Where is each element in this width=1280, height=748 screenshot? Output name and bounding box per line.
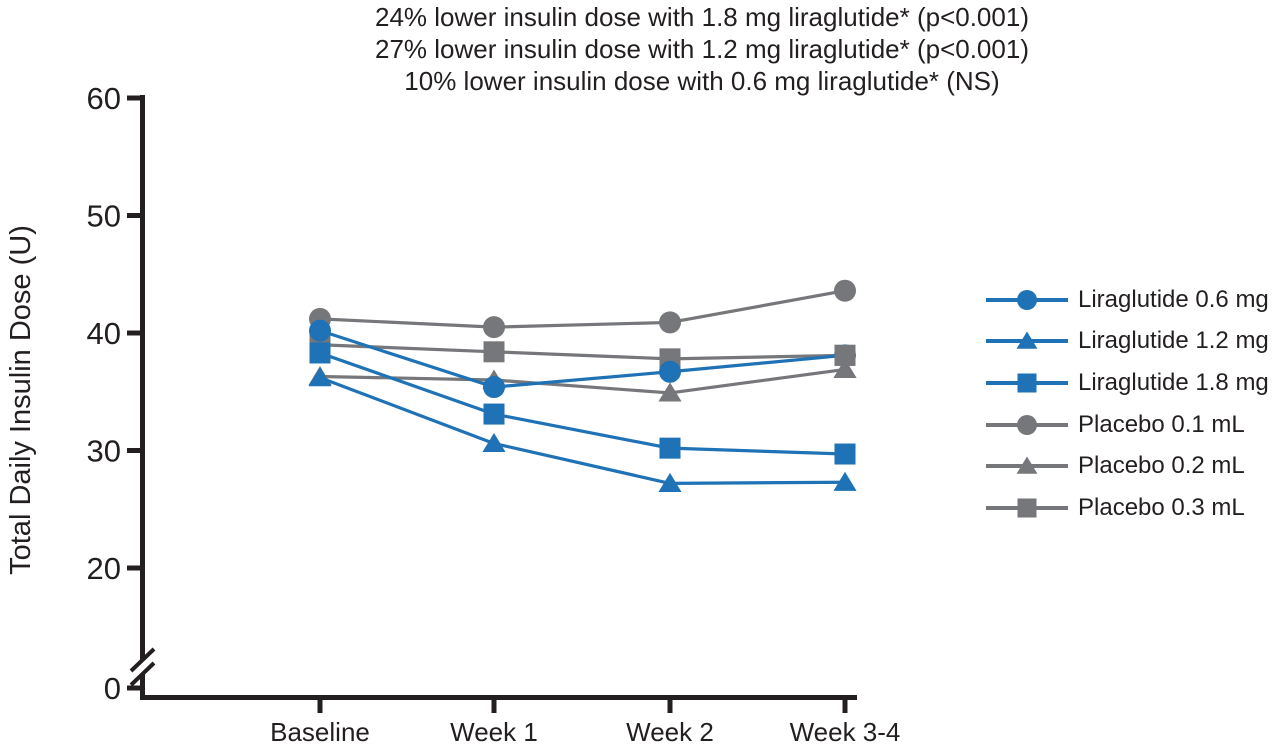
legend-marker-icon [986, 373, 1068, 393]
legend-circle-icon [1017, 289, 1037, 310]
chart-title: 24% lower insulin dose with 1.8 mg lirag… [302, 1, 1102, 97]
y-tick-label: 50 [87, 199, 121, 234]
x-tick-label: Baseline [270, 717, 370, 747]
y-tick-label: 60 [87, 81, 121, 116]
series-marker [659, 311, 681, 334]
legend-label: Placebo 0.1 mL [1078, 410, 1245, 438]
chart-title-line: 10% lower insulin dose with 0.6 mg lirag… [404, 66, 1000, 96]
series-marker [483, 341, 505, 363]
legend-label: Liraglutide 1.8 mg [1078, 368, 1269, 396]
chart-title-line: 24% lower insulin dose with 1.8 mg lirag… [375, 2, 1029, 32]
series-line [319, 367, 846, 395]
y-tick-label: 30 [87, 434, 121, 469]
legend-marker-icon [986, 331, 1068, 350]
series-marker [834, 443, 856, 465]
series-marker [483, 376, 505, 399]
legend-label: Liraglutide 1.2 mg [1078, 327, 1269, 355]
series-line [319, 329, 846, 389]
legend-marker-icon [986, 289, 1068, 310]
series-marker [483, 316, 505, 339]
legend-item: Placebo 0.1 mL [986, 404, 1269, 446]
series-marker [308, 367, 332, 387]
series-square-liraglutide [309, 342, 856, 465]
series-line [319, 351, 846, 456]
y-tick-label: 0 [104, 671, 121, 706]
legend: Liraglutide 0.6 mg Liraglutide 1.2 mg Lira… [986, 279, 1269, 529]
series-square-placebo [309, 334, 856, 370]
series-marker [658, 472, 682, 493]
series-marker-overlay [833, 358, 857, 379]
series-marker [659, 437, 681, 459]
x-tick-label: Week 2 [626, 717, 714, 747]
legend-circle-icon [1017, 414, 1037, 435]
chart-title-line: 27% lower insulin dose with 1.2 mg lirag… [375, 34, 1029, 64]
legend-marker-icon [986, 414, 1068, 435]
legend-square-icon [1017, 498, 1037, 518]
axis-break-icon [129, 661, 156, 687]
series-marker-overlay [834, 344, 856, 366]
series-marker [833, 471, 857, 491]
series-marker [482, 432, 506, 453]
legend-item: Liraglutide 1.8 mg [986, 362, 1269, 404]
legend-item: Liraglutide 1.2 mg [986, 321, 1269, 363]
legend-triangle-icon [1016, 456, 1038, 474]
legend-label: Placebo 0.2 mL [1078, 452, 1245, 480]
series-marker [483, 403, 505, 425]
legend-item: Placebo 0.2 mL [986, 445, 1269, 487]
series-marker [834, 279, 856, 302]
legend-item: Liraglutide 0.6 mg [986, 279, 1269, 321]
y-tick-label: 40 [87, 316, 121, 351]
series-line [319, 376, 846, 485]
series-triangle-liraglutide [308, 367, 857, 493]
series-circle-placebo [309, 279, 856, 339]
y-tick-label: 20 [87, 551, 121, 586]
legend-marker-icon [986, 498, 1068, 518]
series-marker [658, 382, 682, 402]
series-marker [309, 342, 331, 364]
legend-square-icon [1017, 373, 1037, 393]
x-tick-label: Week 3-4 [790, 717, 901, 747]
axis-break-gap [131, 649, 154, 685]
series-line [319, 289, 846, 329]
axis-break-icon [129, 647, 156, 673]
x-tick-label: Week 1 [450, 717, 538, 747]
legend-item: Placebo 0.3 mL [986, 487, 1269, 529]
legend-label: Liraglutide 0.6 mg [1078, 285, 1269, 313]
legend-label: Placebo 0.3 mL [1078, 493, 1245, 521]
series-line [319, 343, 846, 361]
series-marker [659, 360, 681, 383]
series-marker [309, 319, 331, 342]
legend-marker-icon [986, 456, 1068, 474]
legend-triangle-icon [1016, 331, 1038, 350]
